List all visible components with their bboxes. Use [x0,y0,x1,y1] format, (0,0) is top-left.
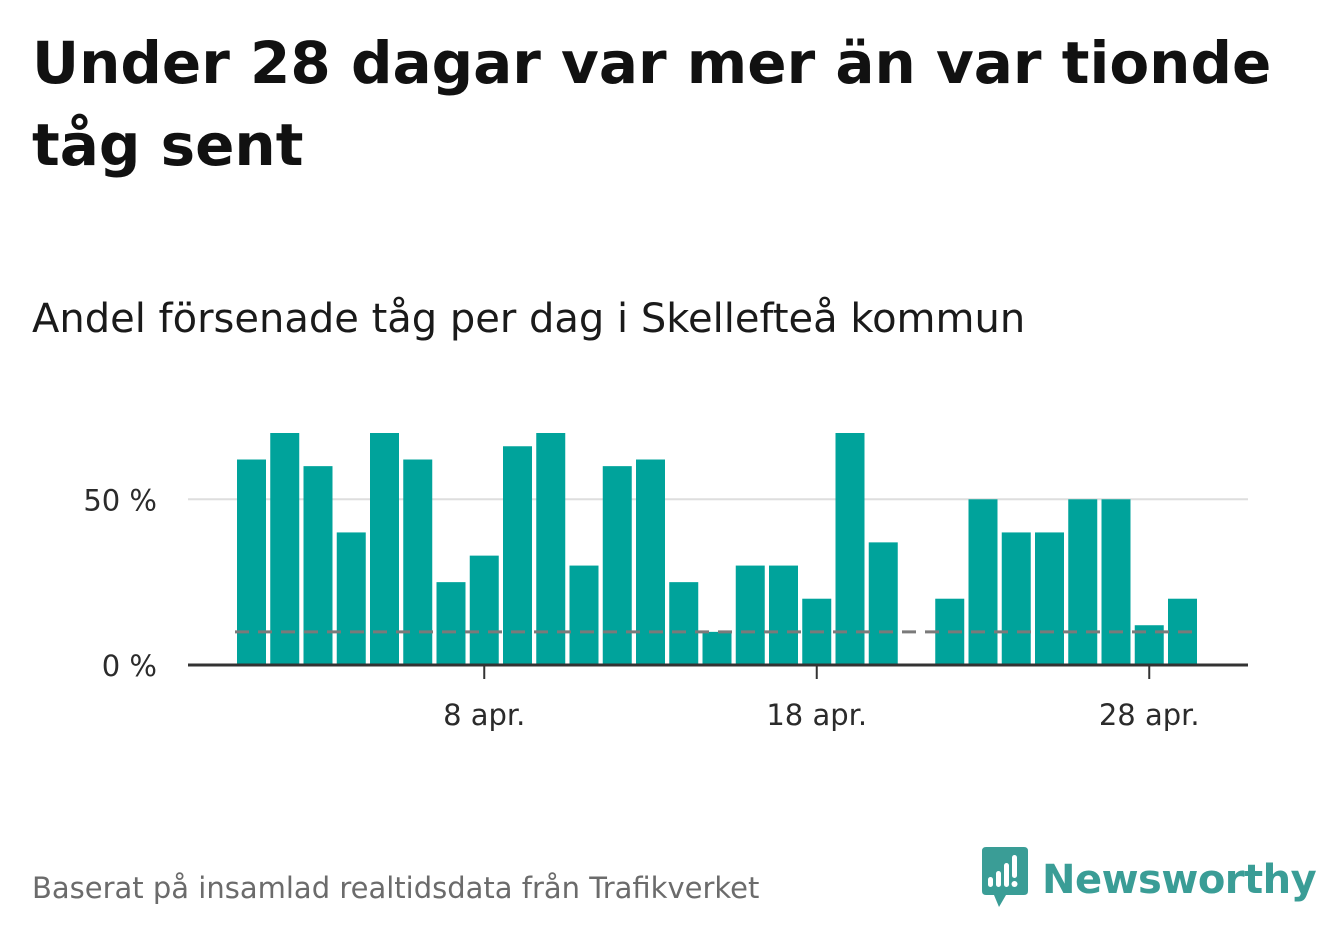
bar [636,459,665,665]
newsworthy-brand: Newsworthy [980,847,1317,913]
bar [868,542,898,665]
bar [702,631,732,665]
bar [436,582,466,665]
bar [303,466,333,665]
bar [237,459,266,665]
bar [370,433,399,665]
y-tick-label: 50 % [83,483,157,517]
bar [336,532,366,665]
bar [968,499,998,665]
bar [735,565,765,665]
bar [769,565,798,665]
bar [1101,499,1131,665]
newsworthy-logo-icon [980,847,1028,913]
chart-title: Under 28 dagar var mer än var tionde tåg… [32,29,1272,179]
x-tick-label: 8 apr. [443,698,525,732]
y-tick-label: 0 % [102,649,157,683]
source-note: Baserat på insamlad realtidsdata från Tr… [32,871,760,905]
bar [1001,532,1031,665]
bar [602,466,632,665]
chart-subtitle: Andel försenade tåg per dag i Skellefteå… [32,296,1026,342]
bar [403,459,433,665]
bar [1068,499,1098,665]
bar [1035,532,1064,665]
brand-name: Newsworthy [1042,857,1317,903]
bar [669,582,699,665]
bar [270,433,300,665]
bar [503,446,532,665]
bar [536,433,566,665]
bar [469,555,499,665]
bar [569,565,599,665]
x-tick-label: 28 apr. [1099,698,1200,732]
bar [835,433,865,665]
x-tick-label: 18 apr. [766,698,867,732]
